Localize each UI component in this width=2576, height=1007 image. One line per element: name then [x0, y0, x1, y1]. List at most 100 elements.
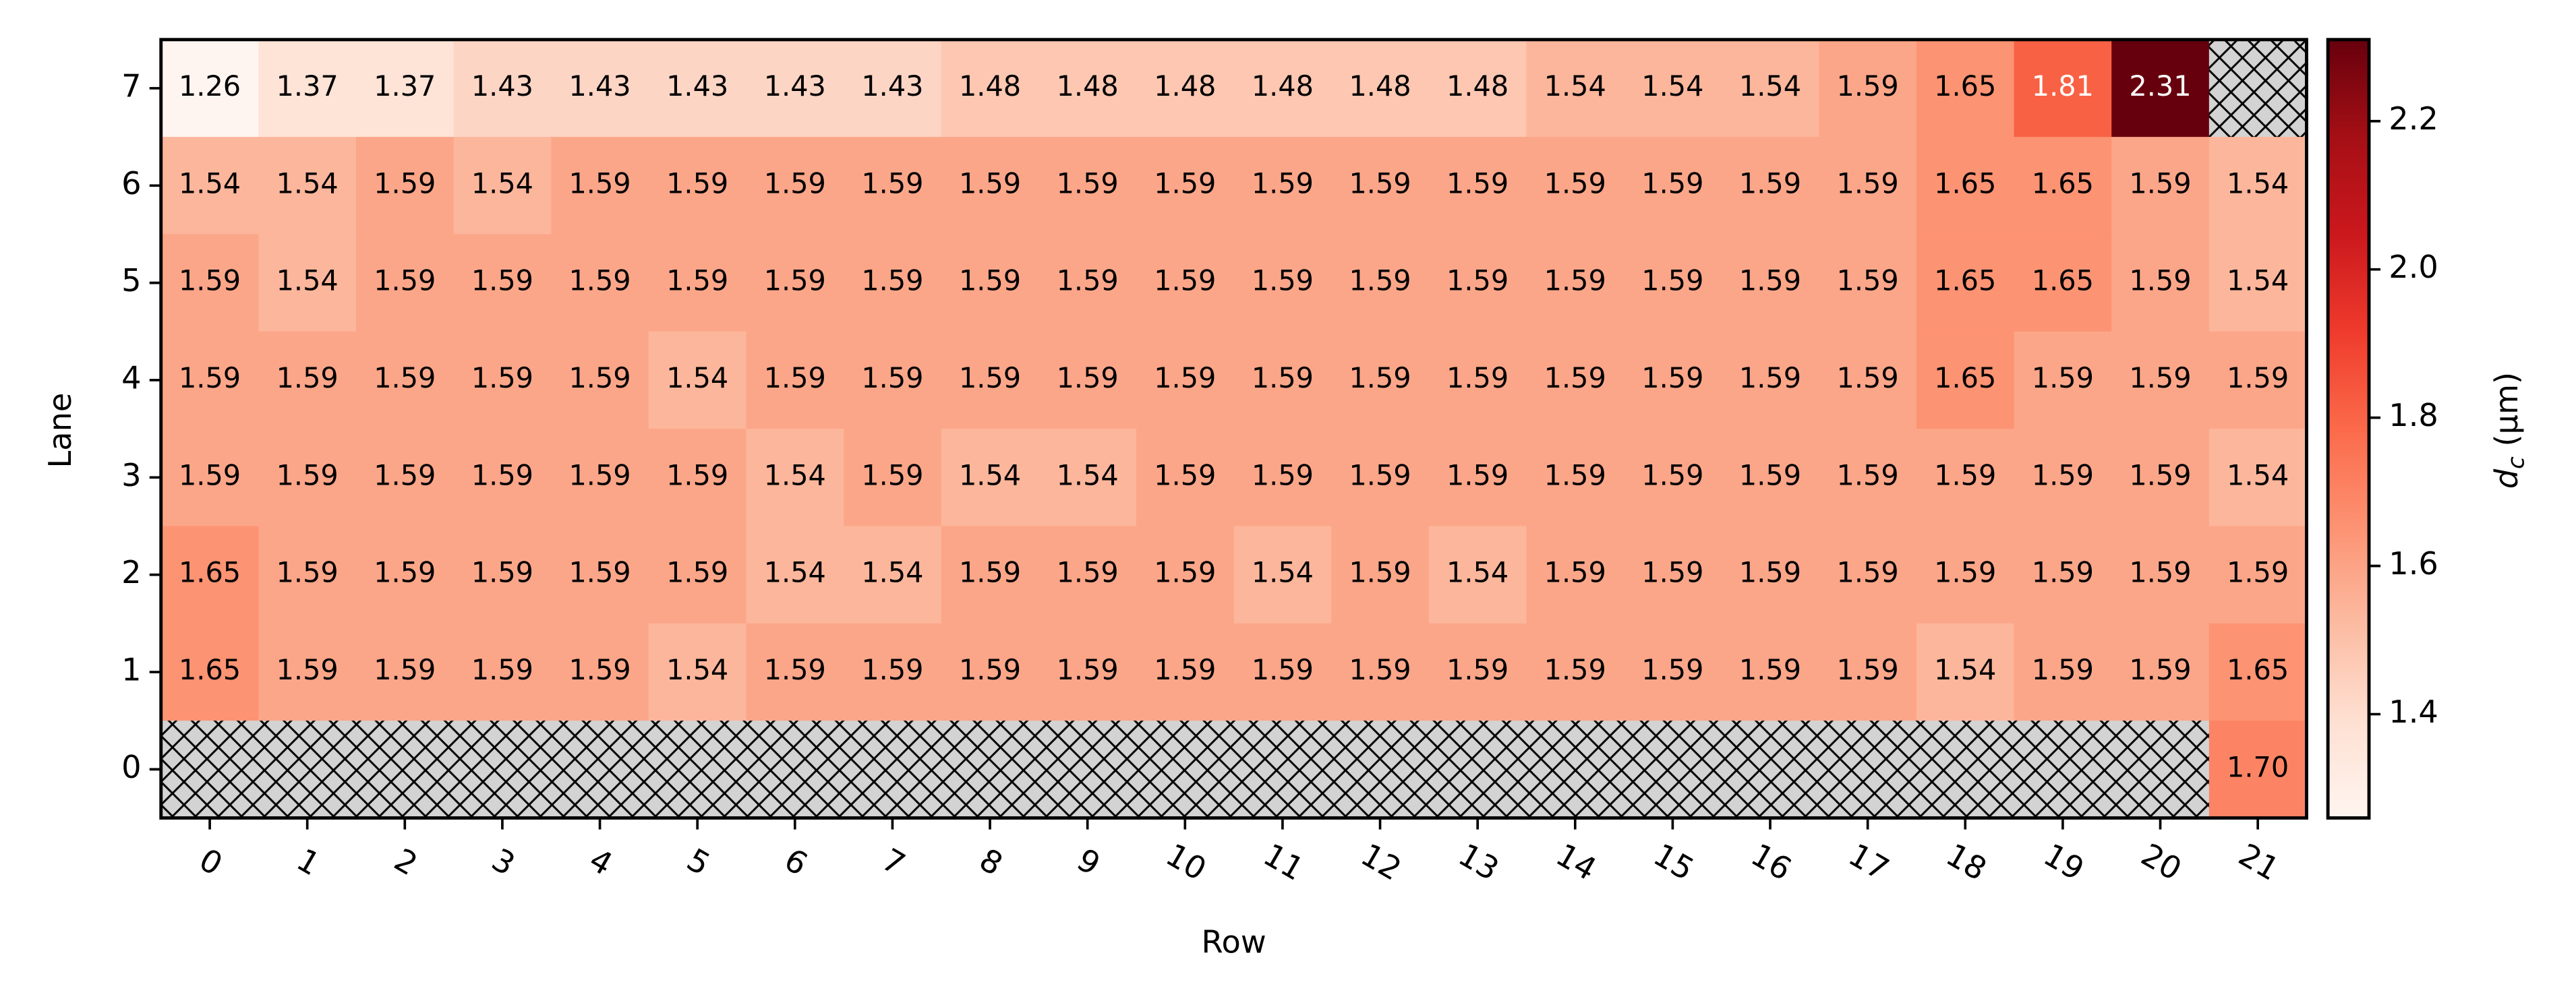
heatmap-cell: [1721, 526, 1820, 625]
missing-cell: [1331, 721, 1430, 819]
cell-label: 1.59: [1057, 654, 1119, 686]
heatmap-cell: [746, 331, 845, 430]
heatmap-cell: [1916, 526, 2015, 625]
cell-label: 1.48: [1349, 70, 1411, 102]
x-tick-label: 13: [1453, 836, 1505, 888]
cell-label: 1.59: [1349, 557, 1411, 589]
heatmap-cell: [1526, 429, 1625, 527]
cell-label: 1.37: [374, 70, 436, 102]
cell-label: 1.65: [2032, 167, 2094, 200]
heatmap-cell: [258, 39, 357, 138]
heatmap-cell: [1721, 137, 1820, 235]
x-tick-label: 16: [1745, 836, 1798, 888]
cell-label: 1.59: [374, 557, 436, 589]
cell-label: 1.43: [764, 70, 826, 102]
heatmap-cell: [1331, 137, 1430, 235]
heatmap-cell: [453, 331, 552, 430]
x-tick-label: 6: [778, 841, 813, 882]
x-tick-label: 1: [291, 841, 326, 882]
heatmap-cell: [453, 39, 552, 138]
heatmap-cell: [1819, 137, 1918, 235]
heatmap-cell: [1526, 39, 1625, 138]
heatmap-cell: [1428, 429, 1527, 527]
heatmap-cell: [1819, 234, 1918, 333]
cell-label: 1.59: [471, 459, 533, 491]
cell-label: 1.59: [1252, 167, 1314, 200]
heatmap-cell: [2014, 39, 2113, 138]
heatmap-cell: [1136, 623, 1235, 722]
cell-label: 1.59: [764, 167, 826, 200]
cell-label: 1.59: [1544, 362, 1606, 394]
cell-label: 1.59: [471, 362, 533, 394]
cell-label: 1.59: [374, 362, 436, 394]
cell-label: 1.54: [1641, 70, 1703, 102]
heatmap-cell: [1038, 234, 1138, 333]
y-tick-label: 2: [121, 554, 141, 590]
cell-label: 1.59: [1837, 654, 1899, 686]
heatmap-cell: [746, 623, 845, 722]
cell-label: 1.59: [1154, 362, 1216, 394]
heatmap-cell: [2208, 721, 2308, 819]
heatmap-cell: [551, 331, 650, 430]
heatmap-cell: [160, 137, 260, 235]
cell-label: 1.59: [374, 265, 436, 297]
heatmap-cell: [844, 526, 942, 625]
heatmap-cell: [1331, 526, 1430, 625]
cell-label: 1.59: [1641, 557, 1703, 589]
missing-cell: [1526, 721, 1625, 819]
heatmap-cell: [453, 623, 552, 722]
heatmap-cell: [746, 526, 845, 625]
heatmap-cell: [355, 39, 455, 138]
heatmap-cell: [1331, 623, 1430, 722]
heatmap-cell: [844, 234, 942, 333]
x-tick-label: 21: [2233, 836, 2285, 888]
cell-label: 1.54: [2227, 459, 2289, 491]
missing-cell: [1038, 721, 1138, 819]
cell-label: 1.59: [1349, 654, 1411, 686]
cell-label: 1.59: [1057, 362, 1119, 394]
heatmap-cell: [1428, 623, 1527, 722]
missing-cell: [355, 721, 455, 819]
cell-label: 1.59: [1641, 265, 1703, 297]
heatmap-cell: [844, 39, 942, 138]
heatmap-cell: [453, 234, 552, 333]
cell-label: 1.59: [666, 557, 728, 589]
heatmap-cell: [1428, 526, 1527, 625]
cell-label: 1.59: [2129, 459, 2191, 491]
cell-label: 1.59: [1154, 557, 1216, 589]
missing-cell: [453, 721, 552, 819]
x-tick-label: 17: [1842, 836, 1895, 888]
heatmap-cell: [1233, 429, 1333, 527]
cell-label: 1.59: [1349, 265, 1411, 297]
cell-label: 1.59: [568, 265, 631, 297]
cell-label: 1.54: [764, 459, 826, 491]
heatmap-cell: [1916, 39, 2015, 138]
missing-cell: [2208, 39, 2308, 138]
heatmap-cell: [160, 623, 260, 722]
heatmap-cell: [941, 429, 1040, 527]
heatmap-cell: [355, 331, 455, 430]
cell-label: 1.59: [471, 557, 533, 589]
cell-label: 1.59: [179, 265, 241, 297]
heatmap-cell: [941, 526, 1040, 625]
heatmap-cell: [1819, 39, 1918, 138]
cell-label: 1.54: [471, 167, 533, 200]
cell-label: 1.59: [1739, 557, 1801, 589]
cell-label: 1.59: [1837, 167, 1899, 200]
cell-label: 1.59: [2227, 362, 2289, 394]
heatmap-cell: [1331, 39, 1430, 138]
missing-cell: [551, 721, 650, 819]
heatmap-cell: [648, 137, 747, 235]
heatmap-cell: [1038, 526, 1138, 625]
heatmap-cell: [355, 137, 455, 235]
cell-label: 1.59: [1544, 459, 1606, 491]
cell-label: 1.59: [179, 362, 241, 394]
cell-label: 1.54: [959, 459, 1021, 491]
cell-label: 1.59: [861, 654, 923, 686]
cell-label: 1.59: [1544, 654, 1606, 686]
cell-label: 1.59: [276, 557, 339, 589]
heatmap-cell: [1136, 137, 1235, 235]
missing-cell: [648, 721, 747, 819]
